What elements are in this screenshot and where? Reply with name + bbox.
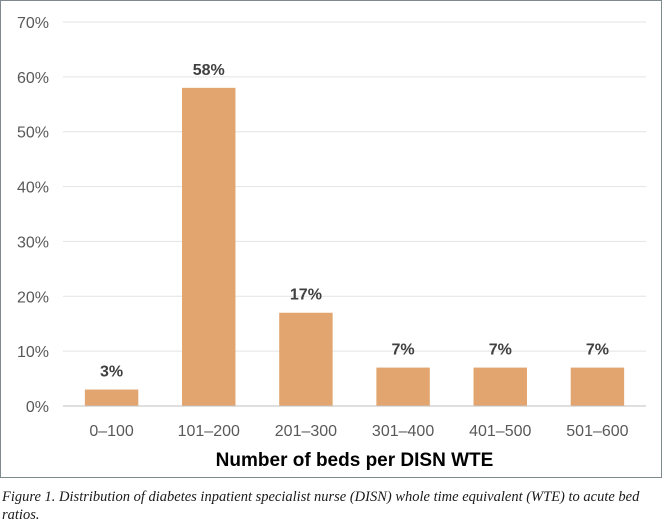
bar (279, 312, 333, 406)
bar (570, 367, 625, 406)
x-tick-label: 501–600 (566, 423, 628, 440)
figure-caption: Figure 1. Distribution of diabetes inpat… (2, 489, 640, 523)
data-label: 7% (489, 342, 512, 359)
y-tick-label: 30% (17, 234, 49, 251)
data-label: 17% (290, 287, 322, 304)
y-tick-label: 20% (17, 289, 49, 306)
y-tick-label: 10% (17, 344, 49, 361)
data-label: 7% (392, 342, 415, 359)
x-tick-label: 201–300 (275, 423, 337, 440)
data-label: 7% (586, 342, 609, 359)
bar (182, 87, 236, 406)
data-label: 3% (100, 364, 123, 381)
data-label: 58% (193, 62, 225, 79)
chart-frame: 0% 10% 20% 30% 40% 50% 60% 70% 3% 58% 17% 7% 7% 7% 0… (0, 0, 662, 478)
y-tick-label: 50% (17, 125, 49, 142)
bar-chart: 0% 10% 20% 30% 40% 50% 60% 70% 3% 58% 17% 7% 7% 7% 0… (17, 15, 646, 471)
y-axis-ticks: 0% 10% 20% 30% 40% 50% 60% 70% (17, 15, 49, 416)
bars (84, 87, 625, 406)
bar (84, 389, 139, 406)
bar (473, 367, 527, 406)
x-axis-label: Number of beds per DISN WTE (216, 450, 494, 471)
y-tick-label: 0% (26, 399, 49, 416)
x-axis-ticks: 0–100 101–200 201–300 301–400 401–500 501–600 (89, 423, 628, 440)
gridlines (63, 21, 646, 352)
y-tick-label: 60% (17, 70, 49, 87)
x-tick-label: 401–500 (469, 423, 531, 440)
x-tick-label: 301–400 (372, 423, 434, 440)
x-tick-label: 101–200 (178, 423, 240, 440)
bar (376, 367, 430, 406)
x-tick-label: 0–100 (89, 423, 134, 440)
data-labels: 3% 58% 17% 7% 7% 7% (100, 62, 609, 381)
y-tick-label: 70% (17, 15, 49, 32)
y-tick-label: 40% (17, 180, 49, 197)
